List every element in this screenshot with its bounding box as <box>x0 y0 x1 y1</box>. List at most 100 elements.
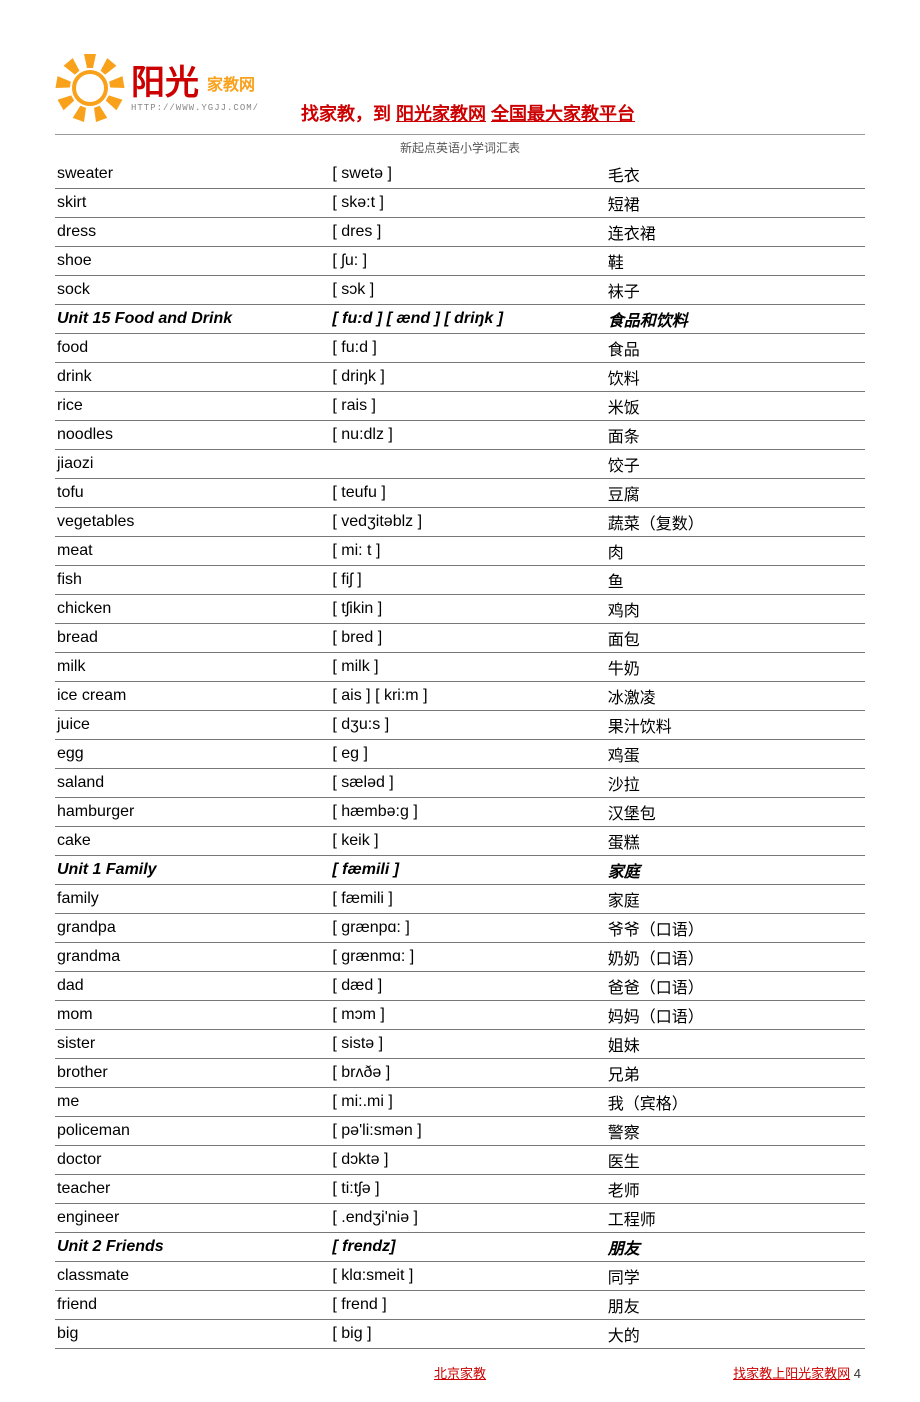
vocab-row: me[ mi:.mi ]我（宾格） <box>55 1088 865 1117</box>
vocab-row: fish[ fiʃ ]鱼 <box>55 566 865 595</box>
chinese-meaning: 连衣裙 <box>606 218 865 247</box>
phonetic: [ tʃikin ] <box>330 595 605 624</box>
phonetic: [ dʒu:s ] <box>330 711 605 740</box>
header-divider <box>55 134 865 135</box>
chinese-meaning: 食品 <box>606 334 865 363</box>
tagline-link-slogan[interactable]: 全国最大家教平台 <box>491 104 635 124</box>
chinese-meaning: 沙拉 <box>606 769 865 798</box>
page-footer: 北京家教 找家教上阳光家教网 4 <box>55 1363 865 1382</box>
phonetic: [ ais ] [ kri:m ] <box>330 682 605 711</box>
phonetic: [ nu:dlz ] <box>330 421 605 450</box>
phonetic: [ mi: t ] <box>330 537 605 566</box>
vocab-row: grandma[ grænmɑ: ]奶奶（口语） <box>55 943 865 972</box>
vocab-row: hamburger[ hæmbə:g ]汉堡包 <box>55 798 865 827</box>
phonetic: [ vedʒitəblz ] <box>330 508 605 537</box>
page-header: 阳光 家教网 HTTP://WWW.YGJJ.COM/ 找家教，到 阳光家教网 … <box>55 50 865 130</box>
phonetic: [ grænmɑ: ] <box>330 943 605 972</box>
english-word: tofu <box>55 479 330 508</box>
vocab-row: teacher[ ti:tʃə ]老师 <box>55 1175 865 1204</box>
chinese-meaning: 兄弟 <box>606 1059 865 1088</box>
vocab-row: tofu[ teufu ]豆腐 <box>55 479 865 508</box>
vocab-row: grandpa[ grænpɑ: ]爷爷（口语） <box>55 914 865 943</box>
chinese-meaning: 面包 <box>606 624 865 653</box>
chinese-meaning: 米饭 <box>606 392 865 421</box>
chinese-meaning: 冰激凌 <box>606 682 865 711</box>
chinese-meaning: 警察 <box>606 1117 865 1146</box>
english-word: egg <box>55 740 330 769</box>
chinese-meaning: 朋友 <box>606 1291 865 1320</box>
chinese-meaning: 短裙 <box>606 189 865 218</box>
tagline-link-site[interactable]: 阳光家教网 <box>396 104 486 124</box>
phonetic: [ driŋk ] <box>330 363 605 392</box>
vocab-row: sister[ sistə ]姐妹 <box>55 1030 865 1059</box>
vocab-row: cake[ keik ]蛋糕 <box>55 827 865 856</box>
phonetic: [ sæləd ] <box>330 769 605 798</box>
vocab-row: vegetables[ vedʒitəblz ]蔬菜（复数） <box>55 508 865 537</box>
phonetic: [ fu:d ] [ ænd ] [ driŋk ] <box>330 305 605 334</box>
english-word: rice <box>55 392 330 421</box>
phonetic: [ sistə ] <box>330 1030 605 1059</box>
english-word: sweater <box>55 160 330 189</box>
chinese-meaning: 汉堡包 <box>606 798 865 827</box>
vocab-row: drink[ driŋk ]饮料 <box>55 363 865 392</box>
english-word: chicken <box>55 595 330 624</box>
english-word: mom <box>55 1001 330 1030</box>
english-word: policeman <box>55 1117 330 1146</box>
vocab-row: food[ fu:d ]食品 <box>55 334 865 363</box>
vocab-row: policeman[ pə'li:smən ]警察 <box>55 1117 865 1146</box>
chinese-meaning: 鸡蛋 <box>606 740 865 769</box>
phonetic: [ ʃu: ] <box>330 247 605 276</box>
vocab-row: engineer[ .endʒi'niə ]工程师 <box>55 1204 865 1233</box>
english-word: milk <box>55 653 330 682</box>
phonetic: [ sɔk ] <box>330 276 605 305</box>
chinese-meaning: 同学 <box>606 1262 865 1291</box>
phonetic: [ fu:d ] <box>330 334 605 363</box>
english-word: Unit 15 Food and Drink <box>55 305 330 334</box>
site-logo: 阳光 家教网 HTTP://WWW.YGJJ.COM/ <box>55 50 295 130</box>
english-word: family <box>55 885 330 914</box>
english-word: sister <box>55 1030 330 1059</box>
chinese-meaning: 鱼 <box>606 566 865 595</box>
chinese-meaning: 牛奶 <box>606 653 865 682</box>
english-word: me <box>55 1088 330 1117</box>
footer-link-beijing[interactable]: 北京家教 <box>434 1366 486 1381</box>
phonetic: [ mɔm ] <box>330 1001 605 1030</box>
page-number: 4 <box>854 1366 861 1381</box>
phonetic: [ ti:tʃə ] <box>330 1175 605 1204</box>
english-word: bread <box>55 624 330 653</box>
english-word: skirt <box>55 189 330 218</box>
chinese-meaning: 大的 <box>606 1320 865 1349</box>
phonetic: [ skə:t ] <box>330 189 605 218</box>
chinese-meaning: 家庭 <box>606 885 865 914</box>
chinese-meaning: 毛衣 <box>606 160 865 189</box>
vocab-row: big[ big ]大的 <box>55 1320 865 1349</box>
vocab-row: brother[ brʌðə ]兄弟 <box>55 1059 865 1088</box>
english-word: grandpa <box>55 914 330 943</box>
phonetic: [ frendz] <box>330 1233 605 1262</box>
chinese-meaning: 妈妈（口语） <box>606 1001 865 1030</box>
vocab-row: noodles[ nu:dlz ]面条 <box>55 421 865 450</box>
phonetic: [ swetə ] <box>330 160 605 189</box>
chinese-meaning: 我（宾格） <box>606 1088 865 1117</box>
unit-header-row: Unit 2 Friends[ frendz]朋友 <box>55 1233 865 1262</box>
english-word: dress <box>55 218 330 247</box>
vocab-row: egg[ eg ]鸡蛋 <box>55 740 865 769</box>
english-word: saland <box>55 769 330 798</box>
english-word: dad <box>55 972 330 1001</box>
english-word: meat <box>55 537 330 566</box>
chinese-meaning: 袜子 <box>606 276 865 305</box>
english-word: grandma <box>55 943 330 972</box>
english-word: doctor <box>55 1146 330 1175</box>
phonetic: [ dæd ] <box>330 972 605 1001</box>
footer-link-find-tutor[interactable]: 找家教上阳光家教网 <box>733 1366 850 1381</box>
chinese-meaning: 爸爸（口语） <box>606 972 865 1001</box>
english-word: noodles <box>55 421 330 450</box>
chinese-meaning: 爷爷（口语） <box>606 914 865 943</box>
chinese-meaning: 工程师 <box>606 1204 865 1233</box>
chinese-meaning: 蔬菜（复数） <box>606 508 865 537</box>
english-word: jiaozi <box>55 450 330 479</box>
english-word: Unit 1 Family <box>55 856 330 885</box>
vocab-row: dad[ dæd ]爸爸（口语） <box>55 972 865 1001</box>
phonetic: [ fæmili ] <box>330 856 605 885</box>
vocab-row: milk[ milk ]牛奶 <box>55 653 865 682</box>
